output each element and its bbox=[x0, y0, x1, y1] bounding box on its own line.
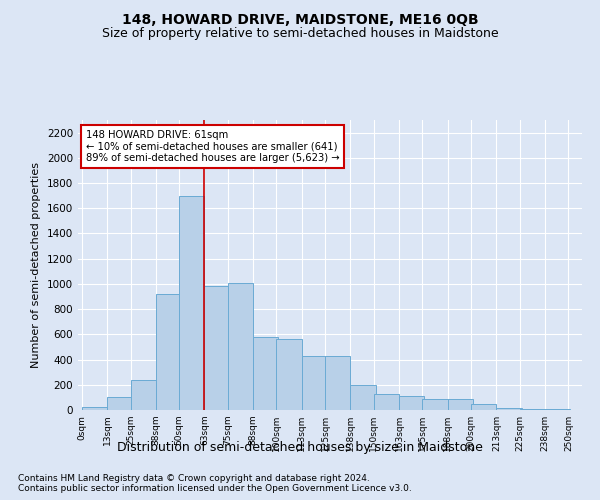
Bar bbox=[325, 356, 350, 410]
Text: Contains HM Land Registry data © Crown copyright and database right 2024.: Contains HM Land Registry data © Crown c… bbox=[18, 474, 370, 483]
Bar bbox=[107, 398, 133, 410]
Bar bbox=[302, 356, 327, 410]
Bar bbox=[228, 282, 253, 410]
Bar bbox=[350, 386, 376, 410]
Bar bbox=[82, 408, 107, 410]
Bar bbox=[496, 408, 521, 410]
Text: 148, HOWARD DRIVE, MAIDSTONE, ME16 0QB: 148, HOWARD DRIVE, MAIDSTONE, ME16 0QB bbox=[122, 12, 478, 26]
Bar bbox=[253, 337, 278, 410]
Y-axis label: Number of semi-detached properties: Number of semi-detached properties bbox=[31, 162, 41, 368]
Text: Size of property relative to semi-detached houses in Maidstone: Size of property relative to semi-detach… bbox=[101, 28, 499, 40]
Bar bbox=[471, 404, 496, 410]
Bar bbox=[131, 380, 156, 410]
Bar bbox=[179, 196, 205, 410]
Bar bbox=[277, 340, 302, 410]
Bar bbox=[448, 400, 473, 410]
Text: 148 HOWARD DRIVE: 61sqm
← 10% of semi-detached houses are smaller (641)
89% of s: 148 HOWARD DRIVE: 61sqm ← 10% of semi-de… bbox=[86, 130, 340, 164]
Bar bbox=[205, 286, 230, 410]
Bar bbox=[422, 400, 448, 410]
Bar bbox=[374, 394, 399, 410]
Text: Distribution of semi-detached houses by size in Maidstone: Distribution of semi-detached houses by … bbox=[117, 441, 483, 454]
Bar bbox=[156, 294, 181, 410]
Text: Contains public sector information licensed under the Open Government Licence v3: Contains public sector information licen… bbox=[18, 484, 412, 493]
Bar bbox=[399, 396, 424, 410]
